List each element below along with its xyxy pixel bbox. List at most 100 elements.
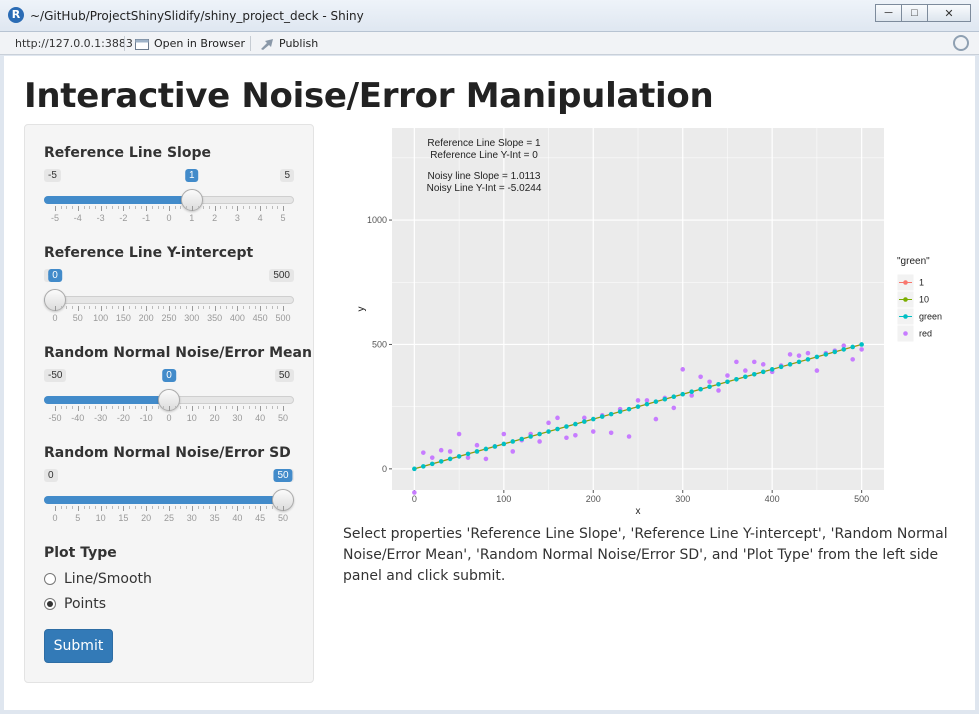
plot-type-label: Plot Type	[44, 545, 117, 561]
slider-tick	[248, 306, 250, 309]
slider-tick	[77, 306, 79, 311]
x-tick-label: 200	[586, 494, 601, 504]
red-data-point	[465, 455, 471, 460]
slider-tick	[174, 206, 176, 209]
slider-tick-label: -3	[96, 213, 105, 223]
red-data-point	[698, 374, 703, 380]
window-titlebar[interactable]: R ~/GitHub/ProjectShinySlidify/shiny_pro…	[0, 0, 979, 32]
refresh-icon[interactable]	[953, 35, 969, 51]
radio-points[interactable]: Points	[44, 596, 106, 612]
slider-tick	[248, 506, 250, 509]
slider-tick	[106, 206, 108, 209]
slider-tick	[157, 206, 159, 209]
slider-track[interactable]	[44, 296, 294, 304]
slider-tick	[180, 406, 182, 409]
slider-tick	[237, 206, 239, 211]
slider-tick-label: 200	[138, 313, 154, 323]
viewer-toolbar: http://127.0.0.1:3883 Open in Browser Pu…	[0, 32, 979, 55]
slider-tick	[231, 406, 233, 409]
slider-tick-label: 2	[212, 213, 218, 223]
slider-tick	[169, 306, 170, 311]
red-data-point	[626, 434, 632, 439]
slider-tick	[83, 506, 85, 509]
slider-tick	[60, 206, 62, 209]
slider-ticks: -5 -4 -3 -2 -1 0 1 2 3 4 5	[44, 206, 294, 226]
slider-tick-label: 0	[166, 213, 172, 223]
slider-tick-label: -4	[73, 213, 82, 223]
close-button[interactable]: ✕	[927, 4, 971, 22]
green-data-point	[456, 454, 462, 459]
slider-tick	[66, 206, 68, 209]
minimize-button[interactable]: ─	[875, 4, 902, 22]
slider-tick-label: -10	[139, 413, 153, 423]
slider-tick	[265, 506, 267, 509]
slider-tick-label: 0	[52, 313, 58, 323]
slider-tick	[77, 206, 79, 211]
slider-tick	[100, 306, 102, 311]
plot-area: 0 100 200 300 400 500 0 500 1000 x y Reference Line…	[344, 126, 944, 518]
radio-line-smooth[interactable]: Line/Smooth	[44, 571, 152, 587]
open-in-browser-label: Open in Browser	[154, 37, 245, 50]
submit-button[interactable]: Submit	[44, 629, 113, 663]
slider-tick	[77, 506, 79, 511]
radio-button[interactable]	[44, 598, 56, 610]
legend-key-point	[903, 314, 908, 319]
slider-tick	[151, 406, 153, 409]
slider-tick	[94, 406, 96, 409]
radio-button[interactable]	[44, 573, 56, 585]
open-in-browser-button[interactable]: Open in Browser	[135, 37, 245, 50]
green-data-point	[564, 424, 569, 429]
slider-tick	[129, 506, 131, 509]
noise-sd-slider[interactable]: 0505005101520253035404550	[44, 469, 294, 545]
plot-annotation: Noisy line Slope = 1.0113	[428, 171, 541, 182]
red-data-point	[725, 373, 730, 378]
slider-tick	[226, 306, 227, 309]
publish-button[interactable]: Publish	[260, 37, 318, 50]
slider-max-label: 500	[269, 269, 294, 282]
r-logo-icon: R	[8, 7, 24, 23]
radio-label: Line/Smooth	[64, 571, 152, 587]
slider-tick-label: -2	[119, 213, 128, 223]
green-data-point	[474, 449, 480, 454]
slider-tick	[55, 506, 56, 511]
noise-mean-slider[interactable]: -50 50 0 -50 -40 -30 -20 -10 0 10 20 30 40 50	[44, 369, 294, 445]
slider-tick	[271, 206, 273, 209]
slider-tick	[134, 506, 136, 509]
slider-tick	[72, 506, 74, 509]
slider-tick	[231, 206, 233, 209]
slider-tick	[123, 506, 125, 511]
yint-slider[interactable]: 05000050100150200250300350400450500	[44, 269, 294, 345]
slider-tick	[117, 406, 119, 409]
y-tick-label: 1000	[367, 215, 387, 225]
publish-icon	[261, 38, 273, 50]
red-data-point	[555, 415, 560, 421]
slider-tick	[55, 306, 56, 311]
slider-tick-label: 100	[93, 313, 109, 323]
slider-tick	[117, 506, 119, 509]
x-tick-label: 500	[854, 494, 869, 504]
red-data-point	[787, 352, 793, 357]
slider-value-label: 50	[273, 469, 293, 482]
red-data-point	[644, 398, 650, 403]
slider-tick	[180, 506, 182, 509]
slider-tick	[260, 506, 262, 511]
green-data-point	[734, 376, 739, 382]
slider-tick	[106, 406, 108, 409]
slope-slider[interactable]: -5 5 1 -5 -4 -3 -2 -1 0 1 2 3 4 5	[44, 169, 294, 245]
maximize-button[interactable]: □	[901, 4, 928, 22]
green-data-point	[769, 367, 775, 372]
slider-tick	[220, 506, 222, 509]
slider-tick	[112, 406, 113, 409]
slider-tick	[197, 206, 199, 209]
slider-tick	[260, 206, 262, 211]
slider-tick	[191, 306, 193, 311]
slider-tick	[146, 506, 148, 511]
red-data-point	[751, 359, 757, 365]
red-data-point	[429, 455, 435, 460]
slider-tick	[260, 406, 262, 411]
slider-tick	[191, 206, 193, 211]
red-data-point	[546, 420, 551, 426]
slider-tick	[214, 306, 216, 311]
legend-label: 1	[919, 278, 924, 288]
slider-tick	[186, 506, 188, 509]
